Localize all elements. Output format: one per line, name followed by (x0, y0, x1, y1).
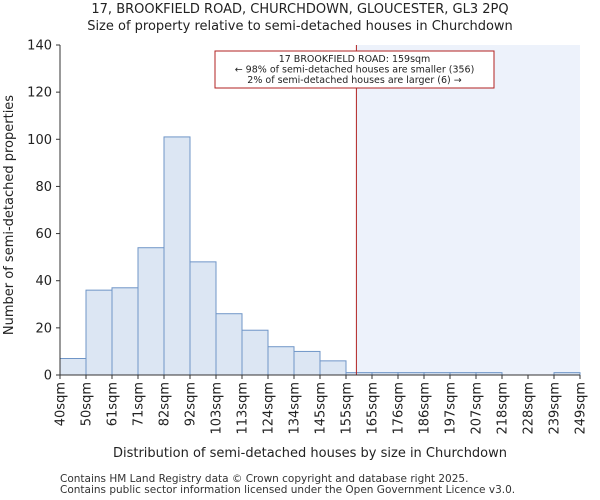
histogram-bar (111, 287, 139, 376)
histogram-bar (267, 346, 295, 376)
footer-licence: Contains public sector information licen… (60, 484, 516, 496)
y-tick-label: 60 (35, 227, 52, 242)
y-tick-label: 40 (35, 274, 52, 289)
x-tick-label: 50sqm (80, 382, 95, 426)
annotation-line-1: 17 BROOKFIELD ROAD: 159sqm (279, 54, 431, 65)
x-tick-label: 134sqm (288, 382, 303, 435)
histogram-bar (189, 261, 217, 376)
histogram-bar (85, 289, 113, 376)
x-tick-label: 186sqm (418, 382, 433, 435)
marker-annotation: 17 BROOKFIELD ROAD: 159sqm ← 98% of semi… (214, 50, 495, 89)
x-tick-label: 82sqm (158, 382, 173, 426)
x-tick-label: 113sqm (236, 382, 251, 435)
x-tick-label: 40sqm (54, 382, 69, 426)
larger-properties-region (356, 45, 580, 375)
x-tick-label: 249sqm (574, 382, 589, 435)
histogram-bar (215, 313, 243, 376)
x-tick-label: 92sqm (184, 382, 199, 426)
y-tick-label: 140 (27, 39, 52, 54)
x-tick-label: 207sqm (470, 382, 485, 435)
x-tick-label: 165sqm (366, 382, 381, 435)
histogram-bar (319, 360, 347, 376)
y-tick-label: 100 (27, 133, 52, 148)
x-tick-label: 155sqm (340, 382, 355, 435)
histogram-bar (163, 136, 191, 376)
histogram-bar (137, 247, 165, 376)
chart-title: 17, BROOKFIELD ROAD, CHURCHDOWN, GLOUCES… (91, 2, 509, 17)
y-tick-label: 0 (44, 369, 52, 384)
x-tick-label: 124sqm (262, 382, 277, 435)
chart-subtitle: Size of property relative to semi-detach… (87, 19, 513, 34)
histogram-bar (59, 358, 87, 376)
x-tick-label: 228sqm (522, 382, 537, 435)
x-axis-label: Distribution of semi-detached houses by … (113, 446, 507, 461)
histogram-bar (241, 329, 269, 376)
y-axis-label: Number of semi-detached properties (2, 95, 17, 335)
y-tick-label: 120 (27, 86, 52, 101)
x-tick-label: 239sqm (548, 382, 563, 435)
x-tick-label: 176sqm (392, 382, 407, 435)
y-tick-label: 20 (35, 321, 52, 336)
y-tick-label: 80 (35, 180, 52, 195)
histogram-bar (293, 350, 321, 376)
x-tick-label: 218sqm (496, 382, 511, 435)
x-tick-label: 145sqm (314, 382, 329, 435)
annotation-box (214, 50, 495, 89)
x-tick-label: 61sqm (106, 382, 121, 426)
x-tick-label: 197sqm (444, 382, 459, 435)
annotation-line-3: 2% of semi-detached houses are larger (6… (247, 75, 461, 86)
x-tick-label: 103sqm (210, 382, 225, 435)
annotation-line-2: ← 98% of semi-detached houses are smalle… (235, 65, 475, 76)
footer-copyright: Contains HM Land Registry data © Crown c… (60, 473, 469, 485)
x-tick-label: 71sqm (132, 382, 147, 426)
